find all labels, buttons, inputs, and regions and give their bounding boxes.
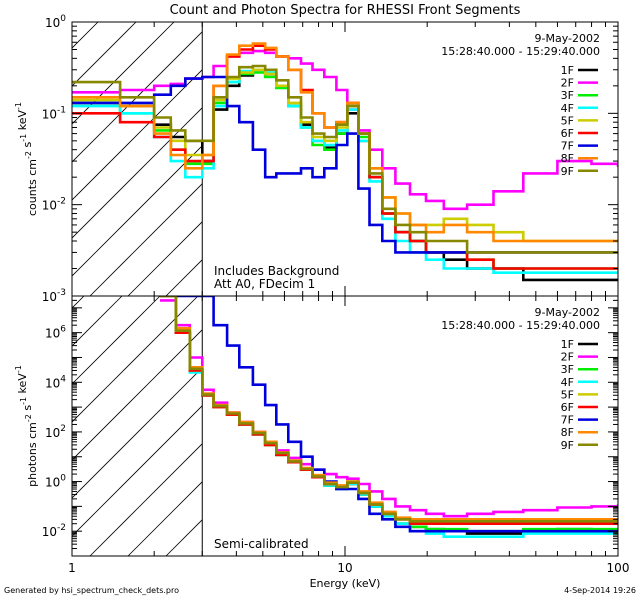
series-8F-panel1 <box>72 42 618 243</box>
legend-label-5F: 5F <box>561 114 574 127</box>
annotation: Att A0, FDecim 1 <box>214 277 315 291</box>
legend-label-5F: 5F <box>561 388 574 401</box>
series-7F-panel2 <box>160 296 618 533</box>
plot-frame <box>71 295 619 557</box>
x-tick-label: 1 <box>68 561 76 575</box>
panel-2: 10-2 100 102 104 106 1 10 100 Energy (keV) photon… <box>14 295 630 590</box>
footer-generated-by: Generated by hsi_spectrum_check_dets.pro <box>4 586 179 595</box>
series-6F-panel1 <box>72 44 618 270</box>
date-label: 9-May-2002 <box>535 306 600 319</box>
legend-label-4F: 4F <box>561 102 574 115</box>
legend-label-8F: 8F <box>561 426 574 439</box>
legend-label-2F: 2F <box>561 351 574 364</box>
y-tick-label: 100 <box>45 14 66 30</box>
y-tick-label: 100 <box>45 474 66 490</box>
series-2F-panel2 <box>160 299 618 518</box>
legend-label-9F: 9F <box>561 165 574 178</box>
footer-date: 4-Sep-2014 19:26 <box>564 586 636 595</box>
time-range-label: 15:28:40.000 - 15:29:40.000 <box>441 319 600 332</box>
y-tick-label: 104 <box>45 374 66 390</box>
legend-label-7F: 7F <box>561 140 574 153</box>
legend-label-6F: 6F <box>561 401 574 414</box>
series-4F-panel2 <box>160 296 618 538</box>
y-tick-label: 106 <box>45 325 66 341</box>
annotation: Semi-calibrated <box>214 537 309 551</box>
legend-label-2F: 2F <box>561 77 574 90</box>
chart-title: Count and Photon Spectra for RHESSI Fron… <box>170 3 521 18</box>
plot-frame <box>71 21 619 297</box>
y-tick-label: 10-1 <box>42 105 66 121</box>
date-label: 9-May-2002 <box>535 32 600 45</box>
series-9F-panel2 <box>160 296 618 523</box>
legend-label-7F: 7F <box>561 414 574 427</box>
panel-1: 10-3 10-2 10-1 100 counts cm-2 s-1 keV-1 9-Ma… <box>14 14 619 304</box>
y-tick-label: 10-2 <box>42 523 66 539</box>
legend-label-1F: 1F <box>561 64 574 77</box>
legend-label-6F: 6F <box>561 127 574 140</box>
series-9F-panel1 <box>72 64 618 254</box>
x-tick-label: 100 <box>607 561 630 575</box>
y-axis-label: photons cm-2 s-1 keV-1 <box>14 365 39 487</box>
time-range-label: 15:28:40.000 - 15:29:40.000 <box>441 45 600 58</box>
legend-label-4F: 4F <box>561 376 574 389</box>
hatched-region <box>72 22 203 296</box>
legend-label-3F: 3F <box>561 89 574 102</box>
legend-label-8F: 8F <box>561 152 574 165</box>
x-tick-label: 10 <box>337 561 352 575</box>
y-tick-label: 10-3 <box>42 288 66 304</box>
hatched-region <box>72 296 203 556</box>
legend-label-3F: 3F <box>561 363 574 376</box>
y-tick-label: 10-2 <box>42 197 66 213</box>
x-axis-label: Energy (keV) <box>310 577 381 590</box>
y-axis-label: counts cm-2 s-1 keV-1 <box>14 102 39 216</box>
legend-label-1F: 1F <box>561 338 574 351</box>
series-7F-panel1 <box>72 75 618 254</box>
annotation: Includes Background <box>214 264 339 278</box>
legend-label-9F: 9F <box>561 439 574 452</box>
y-tick-label: 102 <box>45 424 66 440</box>
